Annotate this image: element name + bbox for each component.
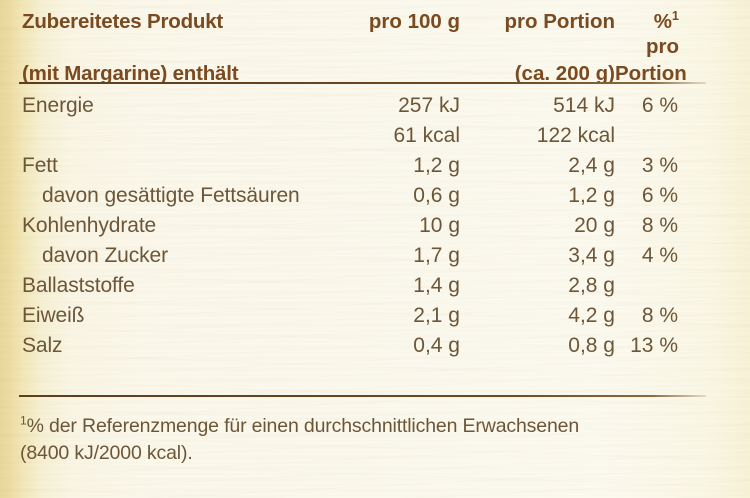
divider-bottom [19, 395, 706, 397]
footnote: 1% der Referenzmenge für einen durchschn… [20, 413, 730, 467]
table-row: 61 kcal 122 kcal [0, 124, 750, 154]
value-per-portion: 1,2 g [568, 184, 615, 207]
header-title-line1: Zubereitetes Produkt [22, 10, 224, 33]
header-col-per-portion-line1: pro Portion [504, 10, 615, 33]
table-row: Fett 1,2 g 2,4 g 3 % [0, 154, 750, 184]
nutrient-name: Salz [22, 334, 63, 357]
value-per-portion: 514 kJ [553, 94, 615, 117]
value-percent-portion: 8 % [641, 214, 678, 237]
nutrient-name: Eiweiß [22, 304, 85, 327]
value-per-portion: 2,4 g [568, 154, 615, 177]
table-row: Salz 0,4 g 0,8 g 13 % [0, 334, 750, 364]
table-row: Energie 257 kJ 514 kJ 6 % [0, 94, 750, 124]
nutrition-table-body: Energie 257 kJ 514 kJ 6 % 61 kcal 122 kcal Fet… [0, 94, 750, 364]
value-per-portion: 0,8 g [568, 334, 615, 357]
header-row-2: (mit Margarine) enthält (ca. 200 g) Port… [0, 61, 750, 86]
nutrient-name: Energie [22, 94, 94, 117]
percent-symbol: % [653, 10, 672, 33]
value-per-100g: 1,7 g [413, 244, 460, 267]
value-per-portion: 2,8 g [568, 274, 615, 297]
value-percent-portion: 6 % [641, 94, 678, 117]
value-per-100g: 0,4 g [413, 334, 460, 357]
value-percent-portion: 8 % [641, 304, 678, 327]
value-per-portion: 3,4 g [568, 244, 615, 267]
value-per-portion: 122 kcal [536, 124, 615, 147]
value-percent-portion: 3 % [641, 154, 678, 177]
header-row-1: Zubereitetes Produkt pro 100 g pro Porti… [0, 9, 750, 59]
nutrient-name: Fett [22, 154, 58, 177]
value-per-100g: 2,1 g [413, 304, 460, 327]
table-row: davon gesättigte Fettsäuren 0,6 g 1,2 g 6 % [0, 184, 750, 214]
divider-top [19, 82, 706, 84]
table-header: Zubereitetes Produkt pro 100 g pro Porti… [0, 9, 750, 86]
footnote-line1: % der Referenzmenge für einen durchschni… [26, 415, 580, 437]
percent-footnote-marker: 1 [671, 8, 679, 24]
header-col-percent-line2: Portion [615, 62, 687, 85]
value-per-portion: 4,2 g [568, 304, 615, 327]
header-title-line2: (mit Margarine) enthält [22, 62, 239, 85]
percent-suffix: pro [645, 35, 679, 58]
table-row: Ballaststoffe 1,4 g 2,8 g [0, 274, 750, 304]
value-per-100g: 10 g [419, 214, 460, 237]
value-percent-portion: 13 % [630, 334, 678, 357]
footnote-line2: (8400 kJ/2000 kcal). [20, 442, 193, 464]
value-per-100g: 1,2 g [413, 154, 460, 177]
nutrient-name: davon gesättigte Fettsäuren [42, 184, 300, 207]
header-col-per-100g: pro 100 g [368, 10, 460, 33]
value-per-100g: 61 kcal [393, 124, 460, 147]
value-per-portion: 20 g [574, 214, 615, 237]
footnote-marker: 1 [20, 413, 27, 428]
nutrient-name: Kohlenhydrate [22, 214, 157, 237]
table-row: Kohlenhydrate 10 g 20 g 8 % [0, 214, 750, 244]
header-col-percent-line1: %1 pro [615, 9, 723, 59]
value-per-100g: 257 kJ [398, 94, 460, 117]
nutrient-name: davon Zucker [42, 244, 169, 267]
header-col-per-portion-line2: (ca. 200 g) [514, 62, 615, 85]
nutrient-name: Ballaststoffe [22, 274, 135, 297]
value-percent-portion: 4 % [641, 244, 678, 267]
value-per-100g: 0,6 g [413, 184, 460, 207]
value-percent-portion: 6 % [641, 184, 678, 207]
table-row: davon Zucker 1,7 g 3,4 g 4 % [0, 244, 750, 274]
value-per-100g: 1,4 g [413, 274, 460, 297]
table-row: Eiweiß 2,1 g 4,2 g 8 % [0, 304, 750, 334]
